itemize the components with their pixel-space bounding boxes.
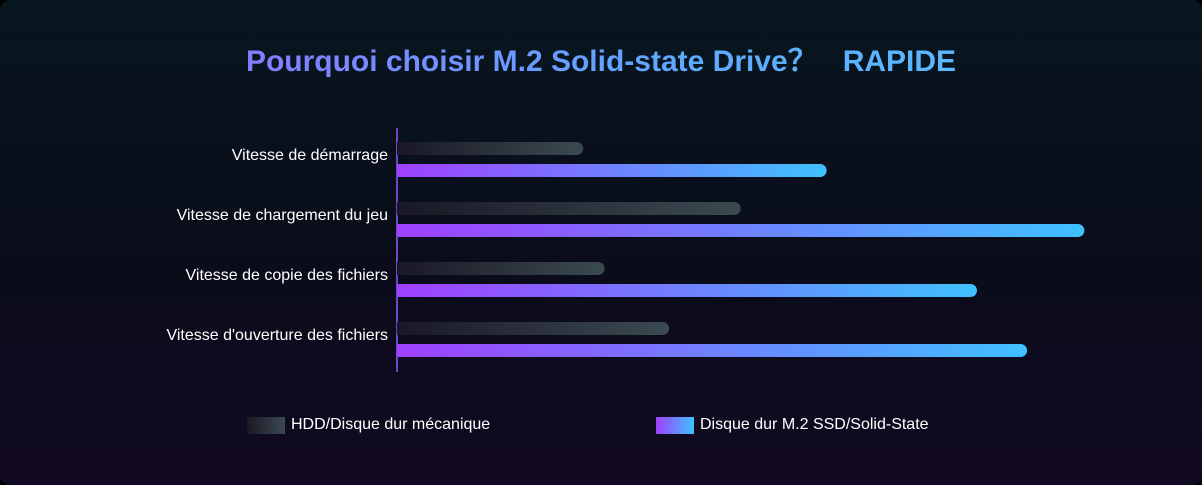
bar-ssd bbox=[397, 164, 827, 177]
legend-item-ssd: Disque dur M.2 SSD/Solid-State bbox=[656, 414, 929, 436]
bar-ssd bbox=[397, 344, 1028, 357]
legend-label-ssd: Disque dur M.2 SSD/Solid-State bbox=[700, 416, 929, 433]
bar-hdd bbox=[397, 262, 605, 275]
bar-hdd bbox=[397, 202, 741, 215]
legend-label-hdd: HDD/Disque dur mécanique bbox=[291, 416, 491, 433]
category-label: Vitesse d'ouverture des fichiers bbox=[166, 327, 388, 344]
bar-hdd bbox=[397, 322, 670, 335]
bar-ssd bbox=[397, 224, 1085, 237]
bar-hdd bbox=[397, 142, 584, 155]
category-label: Vitesse de copie des fichiers bbox=[186, 267, 388, 284]
category-label: Vitesse de chargement du jeu bbox=[177, 207, 388, 224]
legend-swatch-ssd bbox=[656, 416, 694, 434]
legend-swatch-hdd bbox=[247, 416, 285, 434]
category-label: Vitesse de démarrage bbox=[232, 147, 388, 164]
legend-item-hdd: HDD/Disque dur mécanique bbox=[247, 414, 490, 436]
bar-ssd bbox=[397, 284, 977, 297]
chart-title: Pourquoi choisir M.2 Solid-state Drive？ … bbox=[0, 36, 1202, 80]
